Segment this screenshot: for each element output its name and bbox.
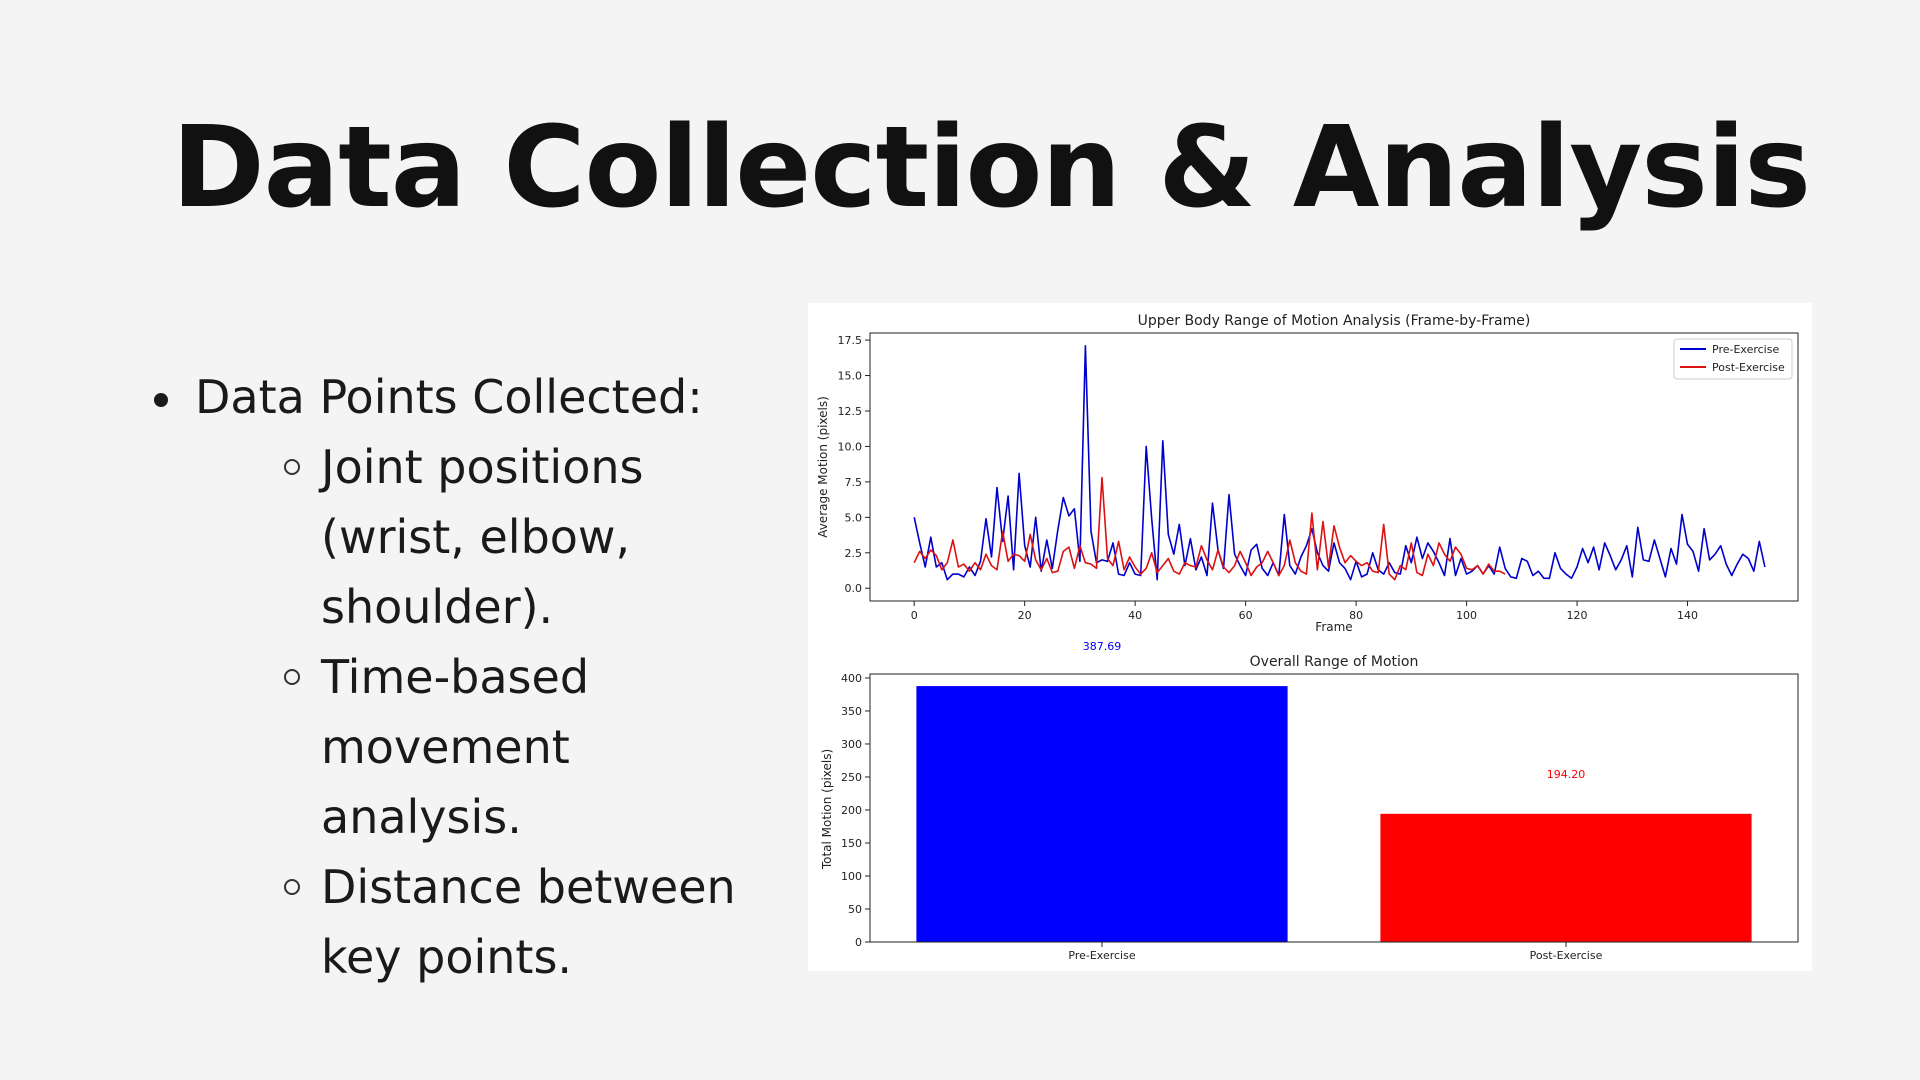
y-tick-label: 12.5 (838, 405, 863, 418)
y-tick-label: 100 (841, 870, 862, 883)
y-tick-label: 250 (841, 771, 862, 784)
sub-bullet-text: Time-based movement analysis. (321, 650, 590, 844)
y-tick-label: 0.0 (845, 582, 863, 595)
chart-figure: Upper Body Range of Motion Analysis (Fra… (808, 303, 1812, 971)
y-tick-label: 350 (841, 705, 862, 718)
slide-title: Data Collection & Analysis (171, 103, 1811, 233)
y-tick-label: 15.0 (838, 370, 863, 383)
x-tick-label: 120 (1567, 609, 1588, 622)
x-tick-label: 100 (1456, 609, 1477, 622)
y-tick-label: 5.0 (845, 511, 863, 524)
y-tick-label: 150 (841, 837, 862, 850)
bar-chart: Overall Range of Motion Total Motion (pi… (820, 640, 1799, 962)
bar-pre-exercise (916, 686, 1288, 942)
chart-svg: Upper Body Range of Motion Analysis (Fra… (816, 313, 1799, 962)
series-line-post-exercise (913, 476, 1506, 581)
sub-bullet-text: Distance between key points. (321, 860, 736, 984)
legend-label-pre: Pre-Exercise (1712, 343, 1779, 356)
x-tick-label: Post-Exercise (1530, 949, 1603, 962)
line-chart-legend: Pre-Exercise Post-Exercise (1673, 338, 1793, 380)
x-tick-label: 20 (1018, 609, 1032, 622)
sub-bullet-item: Time-based movement analysis. (195, 642, 770, 852)
y-tick-label: 400 (841, 672, 862, 685)
x-tick-label: 140 (1677, 609, 1698, 622)
line-chart-ylabel: Average Motion (pixels) (816, 396, 830, 538)
y-tick-label: 300 (841, 738, 862, 751)
bar-chart-title: Overall Range of Motion (1250, 654, 1419, 670)
line-chart-ticks: 0 20 40 60 80 100 120 140 0.0 2.5 5.0 7.5 10.0 12.5 15… (838, 334, 1699, 622)
y-tick-label: 200 (841, 804, 862, 817)
y-tick-label: 2.5 (845, 547, 863, 560)
line-chart-title: Upper Body Range of Motion Analysis (Fra… (1138, 313, 1531, 329)
y-tick-label: 17.5 (838, 334, 863, 347)
sub-bullet-item: Joint positions (wrist, elbow, shoulder)… (195, 432, 770, 642)
x-tick-label: 0 (911, 609, 918, 622)
y-tick-label: 7.5 (845, 476, 863, 489)
line-chart-series (913, 344, 1766, 581)
bar-chart-ticks: 0 50 100 150 200 250 300 350 400 Pre-Exercise Post… (841, 672, 1603, 962)
legend-label-post: Post-Exercise (1712, 361, 1785, 374)
sub-bullet-text: Joint positions (wrist, elbow, shoulder)… (321, 440, 644, 634)
bar-value-label: 387.69 (1083, 640, 1122, 653)
bar-chart-bars: 387.69 194.20 (916, 640, 1752, 942)
y-tick-label: 50 (848, 903, 862, 916)
line-chart-xlabel: Frame (1315, 620, 1352, 634)
x-tick-label: 80 (1349, 609, 1363, 622)
bar-value-label: 194.20 (1547, 768, 1586, 781)
x-tick-label: 40 (1128, 609, 1142, 622)
x-tick-label: Pre-Exercise (1068, 949, 1135, 962)
y-tick-label: 0 (855, 936, 862, 949)
bullet-list: Data Points Collected: Joint positions (… (150, 362, 770, 992)
line-chart: Upper Body Range of Motion Analysis (Fra… (816, 313, 1799, 634)
bullet-item: Data Points Collected: Joint positions (… (150, 362, 770, 992)
bar-chart-ylabel: Total Motion (pixels) (820, 749, 834, 870)
x-tick-label: 60 (1239, 609, 1253, 622)
sub-bullet-item: Distance between key points. (195, 852, 770, 992)
bar-post-exercise (1380, 813, 1752, 942)
bullet-text: Data Points Collected: (195, 370, 703, 424)
line-chart-frame (869, 332, 1799, 602)
y-tick-label: 10.0 (838, 440, 863, 453)
bar-chart-frame (869, 673, 1799, 943)
series-line-pre-exercise (913, 344, 1766, 581)
